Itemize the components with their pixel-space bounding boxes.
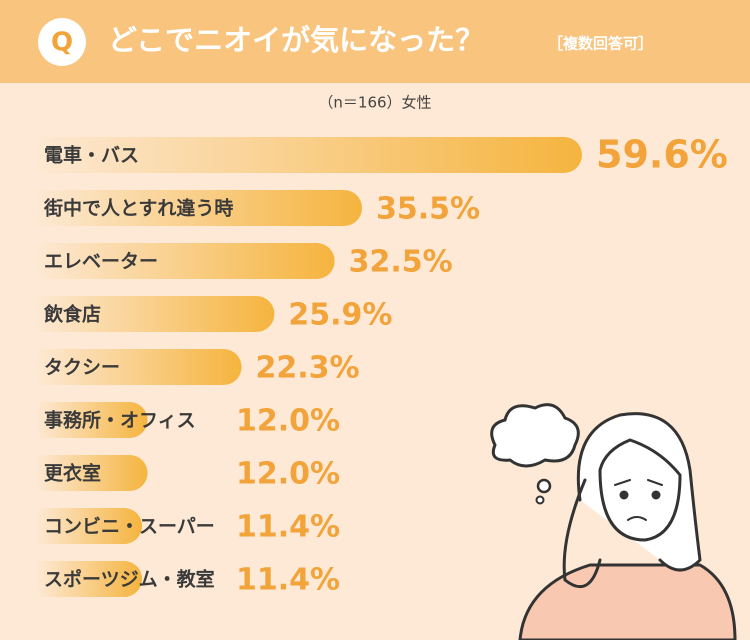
bar: [38, 455, 148, 491]
sample-note: （n＝166）女性: [318, 94, 431, 112]
category-label: スポーツジム・教室: [44, 568, 215, 591]
chart-subtitle: ［複数回答可］: [548, 35, 653, 53]
category-label: コンビニ・スーパー: [44, 516, 215, 538]
bar: [38, 561, 143, 597]
value-label: 25.9%: [288, 298, 392, 333]
value-label: 12.0%: [236, 457, 340, 492]
illustration: [490, 403, 737, 640]
chart-title: どこでニオイが気になった？: [108, 23, 484, 57]
bar: [38, 296, 275, 332]
bar: [38, 190, 363, 226]
category-label: 飲食店: [43, 303, 101, 326]
value-label: 12.0%: [236, 404, 340, 439]
bar: [38, 508, 143, 544]
bar: [38, 402, 148, 438]
value-label: 35.5%: [376, 192, 480, 227]
value-label: 11.4%: [236, 510, 340, 545]
value-label: 32.5%: [349, 245, 453, 280]
category-label: 事務所・オフィス: [44, 409, 196, 432]
value-label: 59.6%: [596, 133, 728, 177]
header-band: [0, 0, 750, 83]
value-label: 11.4%: [236, 563, 340, 598]
bar: [38, 243, 335, 279]
category-label: タクシー: [44, 357, 120, 379]
category-label: 電車・バス: [44, 144, 139, 167]
category-label: 更衣室: [44, 462, 101, 485]
category-label: 街中で人とすれ違う時: [43, 197, 233, 220]
bar: [38, 137, 582, 173]
category-label: エレベーター: [44, 251, 158, 273]
value-label: 22.3%: [256, 351, 360, 386]
q-badge-circle: [38, 18, 86, 66]
q-badge: Q: [51, 28, 73, 58]
bar: [38, 349, 242, 385]
